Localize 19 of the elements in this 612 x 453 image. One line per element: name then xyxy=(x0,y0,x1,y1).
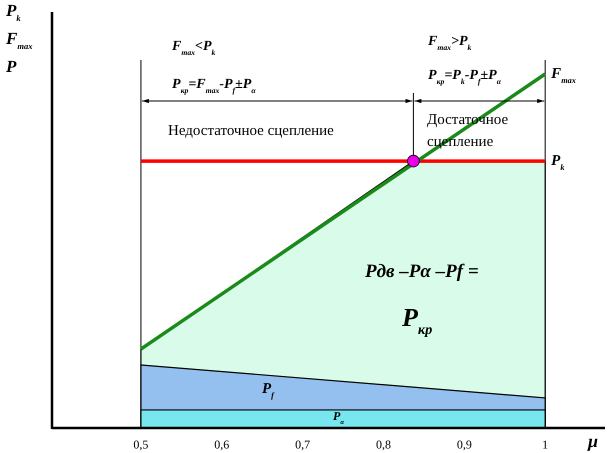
text: F$_{max}$>P$_{k}$ xyxy=(427,34,472,52)
x-tick-label: 0,7 xyxy=(295,438,310,452)
series-label: F$_{max}$ xyxy=(550,66,576,84)
x-axis-title: μ xyxy=(587,431,598,451)
x-tick-label: 0,9 xyxy=(456,438,472,452)
x-tick-label: 0,6 xyxy=(214,438,230,452)
x-tick-label: 0,8 xyxy=(376,438,391,452)
annotation: P$_{кр}$=P$_{k}$-P$_{f}$±P$_{α}$ xyxy=(428,68,502,86)
annotation: P$_{кр}$ xyxy=(401,303,432,338)
x-tick-label: 1 xyxy=(542,438,548,452)
annotation: P$_{кр}$=F$_{max}$-P$_{f}$±P$_{α}$ xyxy=(172,77,256,94)
y-axis-title: P$_{k}$ F$_{max}$ P xyxy=(5,1,34,76)
annotation: Недостаточное сцепление xyxy=(168,123,334,139)
text: F$_{max}$<P$_{k}$ xyxy=(171,39,216,56)
series-label: P$_{f}$ xyxy=(262,381,276,400)
series-label: P$_{α}$ xyxy=(333,409,344,426)
series-label: P$_{k}$ xyxy=(551,153,566,172)
x-tick-label: 0,5 xyxy=(133,438,148,452)
annotation: Pдв –Pα –Pf = xyxy=(364,261,479,282)
